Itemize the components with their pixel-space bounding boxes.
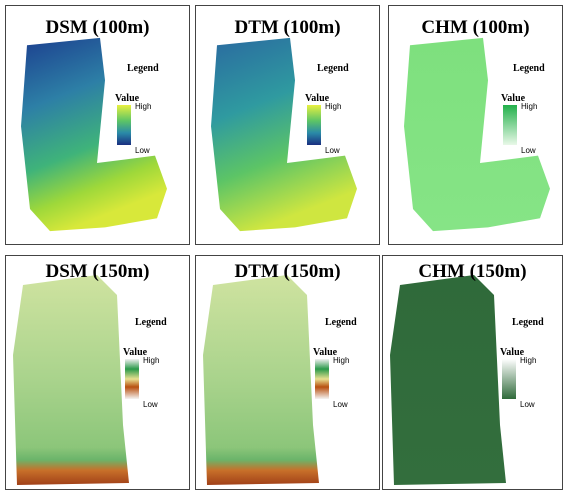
legend-title: Legend bbox=[512, 317, 544, 328]
panel-title: DSM (100m) bbox=[46, 17, 150, 38]
panel-title: DTM (100m) bbox=[234, 17, 340, 38]
legend-title: Legend bbox=[325, 317, 357, 328]
legend-high: High bbox=[143, 356, 159, 365]
legend-ramp bbox=[315, 359, 329, 399]
legend-high: High bbox=[521, 102, 537, 111]
legend-low: Low bbox=[135, 146, 150, 155]
panel-title: DTM (150m) bbox=[234, 261, 340, 282]
legend-low: Low bbox=[333, 400, 348, 409]
legend-ramp bbox=[502, 359, 516, 399]
map-raster bbox=[13, 275, 129, 485]
map-raster bbox=[203, 275, 319, 485]
legend-high: High bbox=[325, 102, 341, 111]
panel-title: CHM (100m) bbox=[421, 17, 529, 38]
legend-ramp bbox=[125, 359, 139, 399]
legend-title: Legend bbox=[135, 317, 167, 328]
legend-low: Low bbox=[521, 146, 536, 155]
legend-high: High bbox=[333, 356, 349, 365]
legend-ramp bbox=[307, 105, 321, 145]
legend-title: Legend bbox=[127, 63, 159, 74]
legend-ramp bbox=[503, 105, 517, 145]
panel-title: CHM (150m) bbox=[418, 261, 526, 282]
legend-ramp bbox=[117, 105, 131, 145]
legend-title: Legend bbox=[513, 63, 545, 74]
legend-low: Low bbox=[520, 400, 535, 409]
page: {"panels": [ {"title": "DSM (100m)", "le… bbox=[0, 0, 568, 494]
map-raster bbox=[390, 275, 506, 485]
panel-title: DSM (150m) bbox=[46, 261, 150, 282]
figure: DSM (100m)LegendValueHighLowDTM (100m)Le… bbox=[0, 0, 568, 494]
legend-title: Legend bbox=[317, 63, 349, 74]
legend-low: Low bbox=[143, 400, 158, 409]
legend-low: Low bbox=[325, 146, 340, 155]
legend-high: High bbox=[520, 356, 536, 365]
legend-high: High bbox=[135, 102, 151, 111]
